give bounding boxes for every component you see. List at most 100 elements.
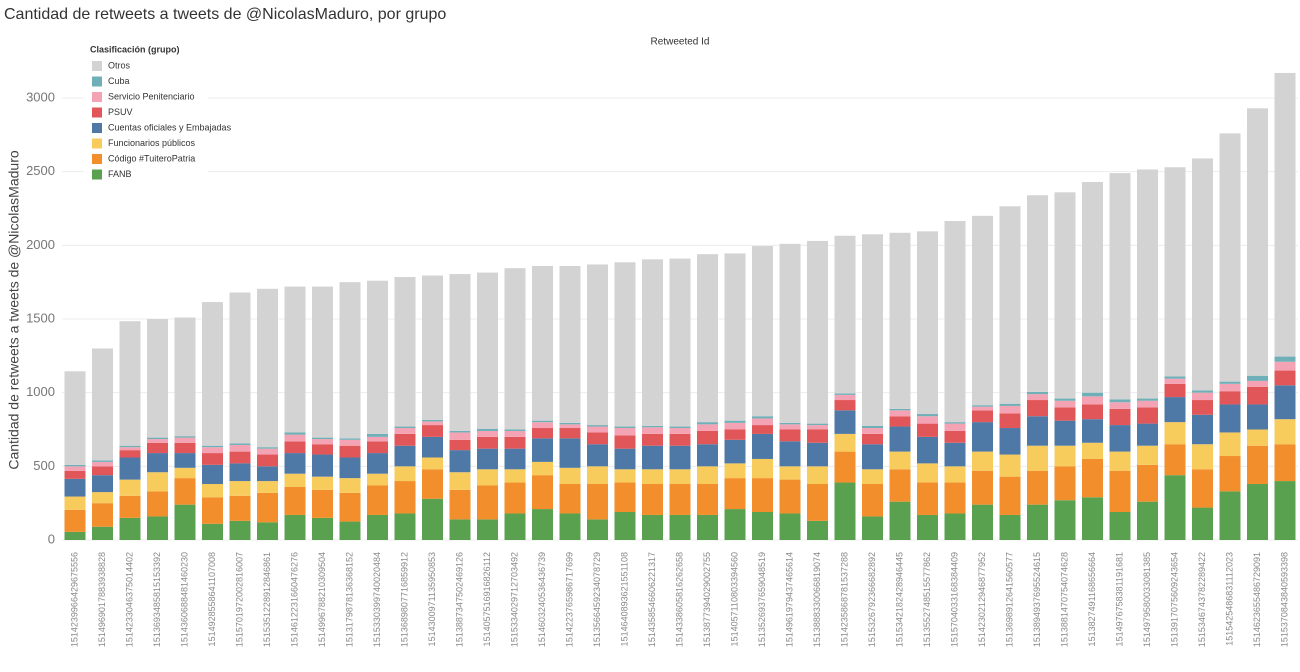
- bar-segment: [1109, 399, 1131, 403]
- bar-segment: [862, 516, 883, 540]
- bar-segment: [1247, 445, 1268, 485]
- bar-segment: [779, 513, 801, 540]
- bar-segment: [1082, 419, 1103, 443]
- x-tick-label: 1515351228912846861: [262, 552, 272, 647]
- bar-segment: [587, 519, 608, 540]
- bar-segment: [257, 492, 278, 523]
- bar-segment: [119, 447, 141, 451]
- bar-segment: [229, 292, 251, 444]
- bar-segment: [64, 466, 86, 471]
- x-tick-label: 1514969017883938828: [97, 552, 107, 647]
- bar-segment: [917, 514, 938, 540]
- bar-segment: [724, 429, 746, 440]
- legend-label: Código #TuiteroPatria: [108, 153, 195, 163]
- bar-segment: [449, 432, 471, 440]
- bar-segment: [312, 454, 333, 477]
- x-tick-label: 1513877394029002755: [702, 552, 712, 647]
- bar-segment: [202, 484, 223, 498]
- bar-segment: [752, 425, 773, 434]
- bar-segment: [752, 418, 773, 426]
- bar-segment: [229, 443, 251, 445]
- bar-segment: [284, 286, 306, 433]
- bar-segment: [1247, 375, 1268, 381]
- bar-segment: [999, 476, 1021, 515]
- bar-segment: [92, 492, 113, 504]
- bar-segment: [752, 416, 773, 419]
- y-tick-label: 1500: [26, 310, 55, 325]
- bar-segment: [999, 206, 1021, 404]
- bar-segment: [807, 484, 828, 521]
- y-axis-label: Cantidad de retweets a tweets de @Nicola…: [6, 150, 22, 469]
- bar-segment: [367, 441, 388, 454]
- x-tick-label: 1514612231660476276: [289, 552, 299, 647]
- y-tick-label: 3000: [26, 89, 55, 104]
- bar-segment: [202, 523, 223, 540]
- legend-label: Otros: [108, 60, 131, 70]
- bar-segment: [559, 424, 581, 429]
- bar-segment: [1027, 400, 1048, 417]
- bar-segment: [477, 428, 498, 431]
- bar-segment: [312, 437, 333, 440]
- bar-segment: [1027, 394, 1048, 401]
- bar-segment: [972, 470, 993, 505]
- x-tick-label: 1514300971135950853: [427, 552, 437, 646]
- bar-segment: [944, 442, 966, 467]
- bar-segment: [394, 426, 416, 429]
- bar-segment: [889, 426, 911, 452]
- bar-segment: [669, 428, 691, 434]
- bar-segment: [449, 274, 471, 431]
- x-tick-label: 1513566459234078729: [592, 552, 602, 647]
- bar-segment: [642, 259, 663, 426]
- bar-segment: [669, 433, 691, 446]
- bar-segment: [339, 445, 361, 458]
- bar-segment: [1219, 404, 1241, 433]
- legend-label: Cuba: [108, 76, 130, 86]
- bar-segment: [669, 469, 691, 485]
- bar-segment: [449, 489, 471, 520]
- bar-segment: [449, 472, 471, 490]
- bar-segment: [312, 444, 333, 455]
- bar-segment: [779, 422, 801, 425]
- x-tick-label: 1514338605816262658: [674, 552, 684, 647]
- bar-segment: [917, 416, 938, 424]
- bar-segment: [697, 514, 718, 540]
- bar-segment: [587, 425, 608, 427]
- bar-segment: [174, 478, 196, 505]
- bar-segment: [174, 442, 196, 454]
- bar-segment: [862, 469, 883, 485]
- legend: Clasificación (grupo) Otros Cuba Servicio P…: [84, 40, 232, 186]
- bar-segment: [257, 454, 278, 467]
- bar-segment: [999, 514, 1021, 540]
- x-tick-label: 1515425486831112023: [1224, 552, 1234, 646]
- bar-segment: [944, 466, 966, 483]
- bar-segment: [394, 513, 416, 540]
- legend-swatch: [92, 169, 102, 180]
- legend-swatch: [92, 61, 102, 71]
- bar-segment: [642, 433, 663, 446]
- bar-segment: [147, 439, 168, 443]
- bar-segment: [669, 258, 691, 427]
- bar-segment: [862, 234, 883, 426]
- bar-segment: [64, 470, 86, 479]
- bar-segment: [834, 400, 856, 411]
- bar-segment: [147, 319, 168, 438]
- x-tick-label: 1514358546606221317: [647, 552, 657, 647]
- bar-segment: [367, 514, 388, 540]
- bar-segment: [1219, 391, 1241, 405]
- bar-segment: [394, 445, 416, 467]
- bar-segment: [202, 497, 223, 524]
- bar-segment: [889, 451, 911, 470]
- bar-segment: [917, 414, 938, 417]
- bar-segment: [64, 531, 86, 540]
- bar-segment: [1027, 195, 1048, 392]
- bar-segment: [889, 232, 911, 409]
- bar-segment: [559, 467, 581, 485]
- legend-title: Clasificación (grupo): [90, 44, 180, 54]
- bar-segment: [1274, 385, 1296, 420]
- x-tick-label: 1513827491168656664: [1087, 552, 1097, 646]
- bar-segment: [1164, 422, 1186, 445]
- bar-segment: [284, 434, 306, 442]
- bar-segment: [64, 371, 86, 465]
- bar-segment: [394, 466, 416, 482]
